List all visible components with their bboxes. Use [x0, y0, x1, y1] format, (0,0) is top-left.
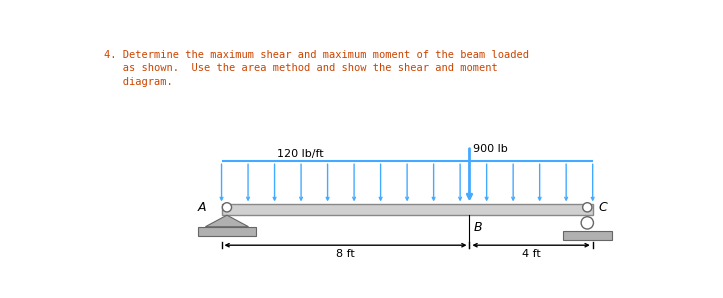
Circle shape: [222, 203, 231, 212]
Text: 900 lb: 900 lb: [474, 144, 508, 154]
Text: diagram.: diagram.: [103, 77, 173, 87]
Bar: [562, 231, 612, 240]
Bar: [197, 227, 256, 236]
Text: 120 lb/ft: 120 lb/ft: [277, 149, 324, 159]
Polygon shape: [205, 215, 249, 227]
Text: C: C: [599, 201, 607, 214]
Bar: [221, 204, 593, 215]
Circle shape: [581, 217, 594, 229]
Text: 4 ft: 4 ft: [522, 249, 541, 259]
Text: 4. Determine the maximum shear and maximum moment of the beam loaded: 4. Determine the maximum shear and maxim…: [103, 50, 529, 60]
Text: 8 ft: 8 ft: [336, 249, 355, 259]
Text: as shown.  Use the area method and show the shear and moment: as shown. Use the area method and show t…: [103, 63, 497, 74]
Text: A: A: [197, 201, 206, 214]
Circle shape: [583, 203, 592, 212]
Text: B: B: [474, 221, 482, 234]
